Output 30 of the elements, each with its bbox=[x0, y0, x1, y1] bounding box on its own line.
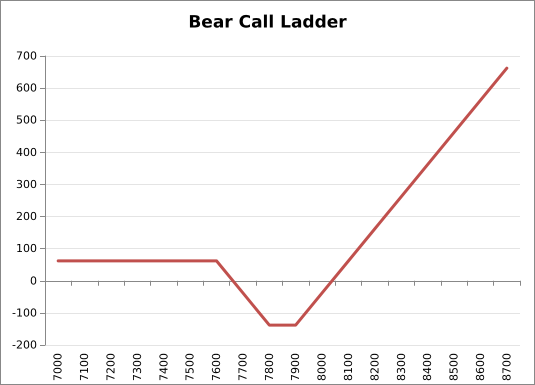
x-tick-label: 8200 bbox=[368, 353, 382, 382]
x-tick-label: 7200 bbox=[104, 353, 118, 382]
x-tick-label: 7500 bbox=[184, 353, 197, 382]
y-tick-label: 300 bbox=[16, 178, 37, 191]
x-tick-label: 8100 bbox=[342, 353, 355, 382]
x-tick-label: 7300 bbox=[130, 353, 144, 382]
y-tick-label: -200 bbox=[12, 338, 37, 352]
y-tick-label: 400 bbox=[16, 146, 37, 159]
y-tick-label: 0 bbox=[30, 274, 37, 288]
x-tick-label: 7800 bbox=[262, 353, 276, 382]
y-tick-label: 500 bbox=[16, 114, 37, 127]
x-tick-label: 7600 bbox=[210, 353, 224, 382]
x-tick-label: 7100 bbox=[78, 353, 92, 382]
x-tick-label: 8500 bbox=[448, 353, 461, 382]
x-tick-label: 7400 bbox=[157, 353, 170, 382]
y-tick-label: 700 bbox=[16, 50, 37, 62]
x-tick-label: 7900 bbox=[289, 353, 302, 382]
line-series bbox=[56, 66, 508, 327]
y-tick-label: 200 bbox=[16, 210, 37, 224]
x-tick-label: 8700 bbox=[500, 353, 514, 382]
x-tick-label: 8400 bbox=[421, 353, 434, 382]
y-tick-label: 600 bbox=[16, 82, 37, 95]
y-tick-label: 100 bbox=[16, 242, 37, 256]
x-tick-label: 7000 bbox=[52, 353, 65, 382]
x-tick-label: 8300 bbox=[394, 353, 408, 382]
chart-title: Bear Call Ladder bbox=[188, 12, 348, 32]
x-tick-label: 8600 bbox=[474, 353, 487, 382]
x-tick-label: 7700 bbox=[236, 353, 250, 382]
x-tick-label: 8000 bbox=[316, 353, 329, 382]
y-tick-label: -100 bbox=[12, 306, 37, 320]
